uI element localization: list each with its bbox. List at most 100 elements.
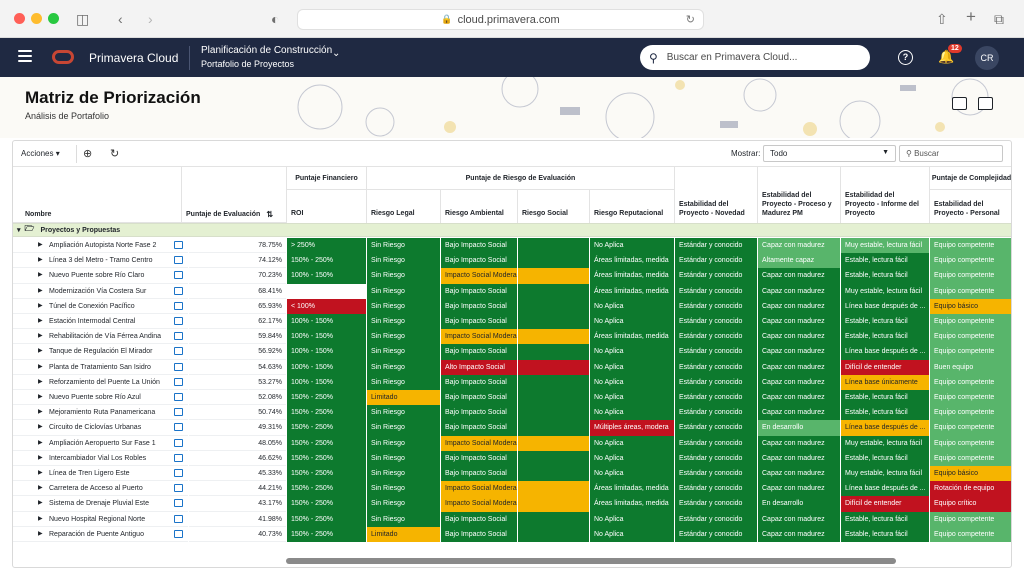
expand-row-icon[interactable]: ▶: [38, 287, 43, 294]
expand-row-icon[interactable]: ▶: [38, 515, 43, 522]
rep-cell[interactable]: No Aplica: [589, 405, 674, 421]
env-cell[interactable]: Impacto Social Moderado: [440, 496, 517, 512]
legal-cell[interactable]: Sin Riesgo: [366, 329, 440, 345]
soc-cell[interactable]: [517, 283, 589, 299]
horizontal-scrollbar[interactable]: [286, 558, 896, 564]
project-name-cell[interactable]: ▶ Rehabilitación de Vía Férrea Andina: [13, 329, 188, 344]
notes-icon[interactable]: [174, 438, 183, 447]
shield-icon[interactable]: ◐: [271, 11, 280, 27]
legal-cell[interactable]: Sin Riesgo: [366, 450, 440, 466]
soc-cell[interactable]: [517, 298, 589, 314]
expand-row-icon[interactable]: ▶: [38, 485, 43, 492]
expand-row-icon[interactable]: ▶: [38, 378, 43, 385]
project-name-cell[interactable]: ▶ Reparación de Puente Antiguo: [13, 527, 188, 542]
rep2-cell[interactable]: Muy estable, lectura fácil: [840, 466, 929, 482]
rep-cell[interactable]: No Aplica: [589, 374, 674, 390]
notes-icon[interactable]: [174, 271, 183, 280]
roi-cell[interactable]: 100% - 150%: [286, 359, 366, 375]
expand-row-icon[interactable]: ▶: [38, 409, 43, 416]
table-row[interactable]: ▶ Nuevo Puente sobre Río Azul 52.08% 150% -…: [13, 390, 1011, 406]
nov-cell[interactable]: Estándar y conocido: [674, 526, 757, 542]
rep2-cell[interactable]: Estable, lectura fácil: [840, 405, 929, 421]
rep-cell[interactable]: Áreas limitadas, medida: [589, 496, 674, 512]
rep2-cell[interactable]: Línea base después de ...: [840, 481, 929, 497]
rep2-cell[interactable]: Muy estable, lectura fácil: [840, 435, 929, 451]
nov-cell[interactable]: Estándar y conocido: [674, 420, 757, 436]
table-row[interactable]: ▶ Planta de Tratamiento San Isidro 54.63% 1…: [13, 359, 1011, 375]
roi-cell[interactable]: 150% - 250%: [286, 496, 366, 512]
menu-icon[interactable]: [18, 50, 32, 62]
table-row[interactable]: ▶ Túnel de Conexión Pacífico 65.93% < 100% S…: [13, 298, 1011, 314]
table-row[interactable]: ▶ Circuito de Ciclovías Urbanas 49.31% 150%…: [13, 420, 1011, 436]
soc-cell[interactable]: [517, 268, 589, 284]
image-icon[interactable]: [952, 97, 967, 110]
rep2-cell[interactable]: Línea base después de ...: [840, 344, 929, 360]
table-row[interactable]: ▶ Mejoramiento Ruta Panamericana 50.74% 150…: [13, 405, 1011, 421]
column-header-score[interactable]: Puntaje de Evaluación ⇅: [181, 167, 286, 223]
project-name-cell[interactable]: ▶ Tanque de Regulación El Mirador: [13, 344, 188, 359]
target-icon[interactable]: ⊕: [83, 148, 93, 160]
pers-cell[interactable]: Equipo competente: [929, 526, 1011, 542]
rep2-cell[interactable]: Línea base después de ...: [840, 420, 929, 436]
pers-cell[interactable]: Equipo básico: [929, 298, 1011, 314]
nov-cell[interactable]: Estándar y conocido: [674, 496, 757, 512]
env-cell[interactable]: Impacto Social Moderado: [440, 481, 517, 497]
project-name-cell[interactable]: ▶ Modernización Vía Costera Sur: [13, 284, 188, 299]
rep-cell[interactable]: No Aplica: [589, 238, 674, 254]
table-row[interactable]: ▶ Carretera de Acceso al Puerto 44.21% 150%…: [13, 481, 1011, 497]
env-cell[interactable]: Bajo Impacto Social: [440, 526, 517, 542]
proc-cell[interactable]: En desarrollo: [757, 420, 840, 436]
legal-cell[interactable]: Sin Riesgo: [366, 405, 440, 421]
notes-icon[interactable]: [174, 469, 183, 477]
pers-cell[interactable]: Equipo competente: [929, 253, 1011, 269]
notes-icon[interactable]: [174, 377, 183, 386]
project-name-cell[interactable]: ▶ Nuevo Puente sobre Río Azul: [13, 390, 188, 405]
proc-cell[interactable]: Capaz con madurez: [757, 450, 840, 466]
column-header-environmental[interactable]: Riesgo Ambiental: [440, 190, 517, 223]
sort-icon[interactable]: ⇅: [266, 210, 274, 219]
expand-row-icon[interactable]: ▶: [38, 439, 43, 446]
grid-search-input[interactable]: ⚲ Buscar: [899, 145, 1003, 162]
sidebar-toggle-icon[interactable]: ◫: [76, 11, 90, 27]
project-name-cell[interactable]: ▶ Nuevo Hospital Regional Norte: [13, 512, 188, 527]
rep-cell[interactable]: No Aplica: [589, 298, 674, 314]
roi-cell[interactable]: 150% - 250%: [286, 450, 366, 466]
nov-cell[interactable]: Estándar y conocido: [674, 435, 757, 451]
roi-cell[interactable]: 100% - 150%: [286, 344, 366, 360]
project-name-cell[interactable]: ▶ Ampliación Autopista Norte Fase 2: [13, 238, 188, 253]
expand-row-icon[interactable]: ▶: [38, 318, 43, 324]
column-header-social[interactable]: Riesgo Social: [517, 190, 589, 223]
rep2-cell[interactable]: Estable, lectura fácil: [840, 390, 929, 406]
table-row[interactable]: ▶ Línea 3 del Metro - Tramo Centro 74.12% 1…: [13, 253, 1011, 269]
proc-cell[interactable]: Capaz con madurez: [757, 298, 840, 314]
project-name-cell[interactable]: ▶ Nuevo Puente sobre Río Claro: [13, 268, 188, 283]
project-name-cell[interactable]: ▶ Línea 3 del Metro - Tramo Centro: [13, 253, 188, 268]
soc-cell[interactable]: [517, 435, 589, 451]
table-row[interactable]: ▶ Estación Intermodal Central 62.17% 100% -…: [13, 314, 1011, 330]
legal-cell[interactable]: Sin Riesgo: [366, 481, 440, 497]
rep2-cell[interactable]: Estable, lectura fácil: [840, 329, 929, 345]
roi-cell[interactable]: 100% - 150%: [286, 314, 366, 330]
rep-cell[interactable]: No Aplica: [589, 344, 674, 360]
legal-cell[interactable]: Sin Riesgo: [366, 420, 440, 436]
expand-row-icon[interactable]: ▶: [38, 424, 43, 431]
env-cell[interactable]: Bajo Impacto Social: [440, 466, 517, 482]
pers-cell[interactable]: Equipo competente: [929, 435, 1011, 451]
pers-cell[interactable]: Equipo competente: [929, 238, 1011, 254]
pers-cell[interactable]: Equipo competente: [929, 283, 1011, 299]
proc-cell[interactable]: Capaz con madurez: [757, 466, 840, 482]
chevron-down-icon[interactable]: ⌄: [332, 48, 341, 59]
project-name-cell[interactable]: ▶ Reforzamiento del Puente La Unión: [13, 375, 188, 390]
proc-cell[interactable]: Capaz con madurez: [757, 405, 840, 421]
legal-cell[interactable]: Sin Riesgo: [366, 238, 440, 254]
env-cell[interactable]: Bajo Impacto Social: [440, 344, 517, 360]
notes-icon[interactable]: [174, 529, 183, 538]
column-header-novelty[interactable]: Estabilidad del Proyecto - Novedad: [674, 167, 757, 223]
rep2-cell[interactable]: Estable, lectura fácil: [840, 450, 929, 466]
refresh-icon[interactable]: ↻: [110, 148, 120, 160]
env-cell[interactable]: Alto Impacto Social: [440, 359, 517, 375]
legal-cell[interactable]: Sin Riesgo: [366, 359, 440, 375]
roi-cell[interactable]: 100% - 150%: [286, 374, 366, 390]
nov-cell[interactable]: Estándar y conocido: [674, 283, 757, 299]
legal-cell[interactable]: Limitado: [366, 526, 440, 542]
